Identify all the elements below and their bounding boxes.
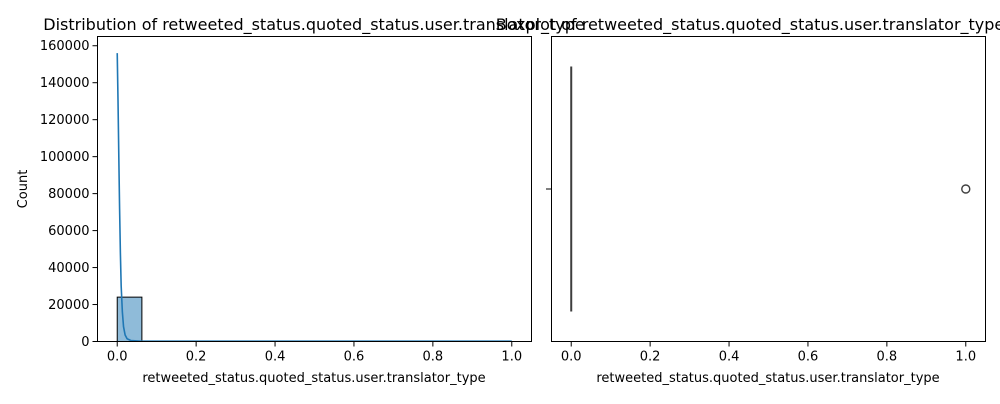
x-tick-label: 0.2	[186, 350, 207, 365]
histogram-title: Distribution of retweeted_status.quoted_…	[43, 15, 584, 35]
boxplot-x-label: retweeted_status.quoted_status.user.tran…	[596, 371, 939, 386]
histogram-y-ticks: 0 20000 40000 60000 80000 100000 120000 140000 1…	[40, 39, 98, 350]
histogram-axes-frame	[97, 36, 532, 342]
x-tick-label: 0.4	[265, 350, 286, 365]
y-tick-label: 140000	[40, 76, 90, 91]
x-tick-label: 0.0	[107, 350, 128, 365]
boxplot-x-ticks: 0.0 0.2 0.4 0.6 0.8 1.0	[561, 341, 976, 365]
y-tick-label: 40000	[48, 261, 89, 276]
outlier-point	[961, 184, 971, 194]
x-tick-label: 0.8	[877, 350, 898, 365]
y-tick-label: 100000	[40, 150, 90, 165]
y-tick-label: 160000	[40, 39, 90, 54]
boxplot-title: Boxplot of retweeted_status.quoted_statu…	[496, 15, 1000, 35]
x-tick-label: 0.8	[423, 350, 444, 365]
histogram-y-label: Count	[16, 170, 31, 209]
x-tick-label: 0.4	[719, 350, 740, 365]
histogram-x-label: retweeted_status.quoted_status.user.tran…	[142, 371, 485, 386]
boxplot-panel: 0.0 0.2 0.4 0.6 0.8 1.0 retweeted_status.quot…	[496, 15, 1000, 386]
y-tick-label: 60000	[48, 224, 89, 239]
boxplot-axes-frame	[551, 36, 986, 342]
y-tick-label: 120000	[40, 113, 90, 128]
histogram-x-ticks: 0.0 0.2 0.4 0.6 0.8 1.0	[107, 341, 522, 365]
histogram-panel: Distribution of retweeted_status.quoted_…	[16, 15, 585, 386]
x-tick-label: 1.0	[501, 350, 522, 365]
x-tick-label: 0.6	[798, 350, 819, 365]
y-tick-label: 80000	[48, 187, 89, 202]
y-tick-label: 0	[81, 335, 89, 350]
histogram-marks	[116, 53, 512, 343]
y-tick-label: 20000	[48, 298, 89, 313]
x-tick-label: 0.2	[640, 350, 661, 365]
x-tick-label: 0.6	[344, 350, 365, 365]
x-tick-label: 0.0	[561, 350, 582, 365]
histogram-bar	[116, 296, 143, 342]
boxplot-marks	[570, 66, 971, 312]
kde-line	[116, 53, 512, 343]
x-tick-label: 1.0	[955, 350, 976, 365]
